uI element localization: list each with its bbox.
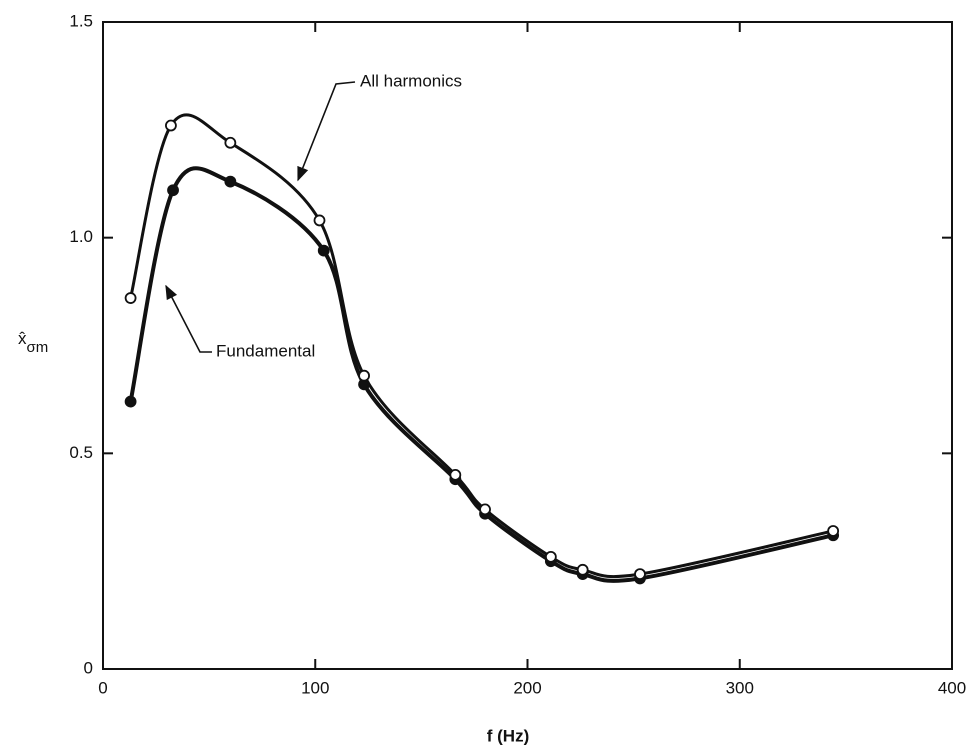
x-tick-label: 0: [98, 678, 107, 697]
data-point: [224, 175, 237, 188]
data-point: [313, 214, 326, 227]
x-tick-label: 200: [513, 678, 541, 697]
data-point: [449, 468, 462, 481]
series-line: [129, 113, 834, 579]
legend-label: All harmonics: [360, 71, 462, 90]
data-point: [124, 395, 137, 408]
data-point: [827, 525, 840, 537]
y-tick-label: 1.0: [69, 227, 93, 246]
legend-leader: [297, 81, 356, 182]
legend-label: Fundamental: [216, 341, 315, 360]
y-tick-label: 0: [84, 658, 93, 677]
data-point: [544, 550, 557, 563]
data-point: [124, 292, 137, 304]
data-point: [224, 136, 237, 149]
legend-leader: [165, 284, 212, 353]
x-tick-label: 300: [726, 678, 754, 697]
y-axis-label: x̂σm: [18, 329, 48, 355]
data-point: [317, 244, 330, 257]
series-line: [128, 166, 834, 583]
x-tick-label: 100: [301, 678, 329, 697]
data-point: [358, 369, 370, 382]
y-axis-label-subscript: σm: [27, 339, 49, 356]
y-tick-label: 0.5: [69, 443, 93, 462]
y-axis-label-main: x̂: [18, 329, 27, 348]
data-point: [167, 184, 179, 197]
data-point: [165, 119, 177, 132]
y-tick-label: 1.5: [69, 11, 93, 30]
data-point: [634, 568, 646, 581]
data-point: [576, 563, 589, 576]
x-axis-label: f (Hz): [487, 726, 529, 745]
data-point: [479, 503, 491, 516]
x-tick-label: 400: [938, 678, 966, 697]
